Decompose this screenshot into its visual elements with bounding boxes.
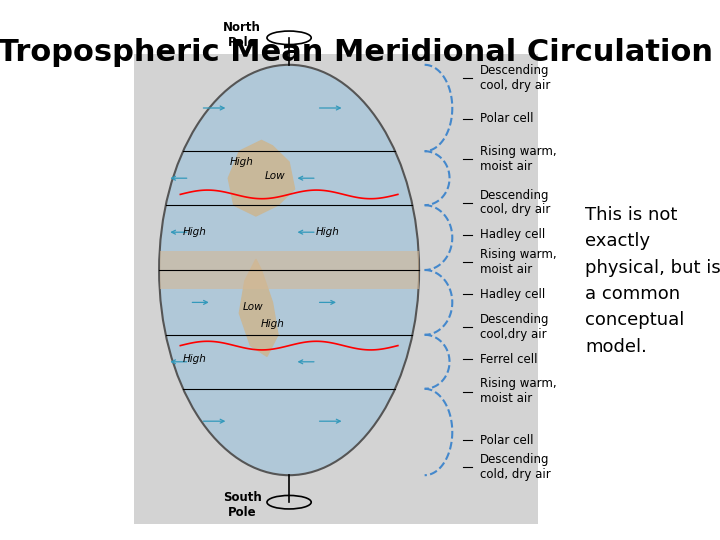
- Text: Low: Low: [265, 171, 286, 181]
- Polygon shape: [228, 140, 294, 216]
- Text: Rising warm,
moist air: Rising warm, moist air: [480, 248, 557, 276]
- Text: High: High: [261, 319, 284, 329]
- Polygon shape: [239, 259, 278, 356]
- Text: Polar cell: Polar cell: [480, 434, 534, 447]
- Text: Descending
cool,dry air: Descending cool,dry air: [480, 313, 549, 341]
- Text: High: High: [316, 227, 340, 237]
- Text: Polar cell: Polar cell: [480, 112, 534, 125]
- Text: Descending
cool, dry air: Descending cool, dry air: [480, 64, 550, 92]
- Text: Hadley cell: Hadley cell: [480, 288, 545, 301]
- Text: Rising warm,
moist air: Rising warm, moist air: [480, 145, 557, 173]
- Text: South
Pole: South Pole: [222, 491, 261, 519]
- Text: Rising warm,
moist air: Rising warm, moist air: [480, 377, 557, 406]
- FancyBboxPatch shape: [160, 251, 418, 289]
- Text: Descending
cold, dry air: Descending cold, dry air: [480, 453, 551, 481]
- Text: North
Pole: North Pole: [223, 21, 261, 49]
- Text: High: High: [183, 354, 207, 364]
- Text: Descending
cool, dry air: Descending cool, dry air: [480, 188, 550, 217]
- Text: Hadley cell: Hadley cell: [480, 228, 545, 241]
- Text: High: High: [230, 157, 254, 167]
- Text: High: High: [183, 227, 207, 237]
- FancyBboxPatch shape: [134, 54, 538, 524]
- Text: This is not
exactly
physical, but is
a common
conceptual
model.: This is not exactly physical, but is a c…: [585, 206, 720, 356]
- Text: Low: Low: [243, 302, 264, 313]
- Text: Tropospheric Mean Meridional Circulation: Tropospheric Mean Meridional Circulation: [0, 38, 713, 67]
- Text: Ferrel cell: Ferrel cell: [480, 353, 537, 366]
- Ellipse shape: [159, 65, 419, 475]
